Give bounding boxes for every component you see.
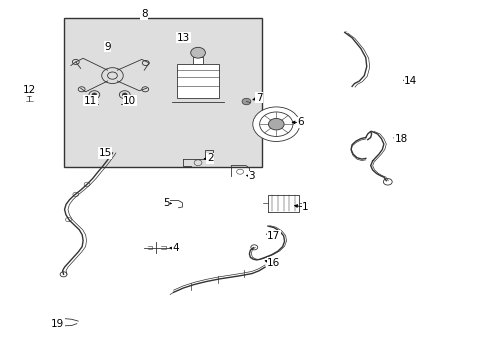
Text: 9: 9 xyxy=(104,42,111,52)
Text: 18: 18 xyxy=(393,134,407,144)
Text: 6: 6 xyxy=(297,117,304,127)
Text: 10: 10 xyxy=(123,96,136,106)
Text: 17: 17 xyxy=(266,231,280,241)
Circle shape xyxy=(122,93,127,96)
Circle shape xyxy=(252,107,299,141)
Text: 19: 19 xyxy=(51,319,64,329)
Text: 5: 5 xyxy=(163,198,169,208)
Text: 3: 3 xyxy=(248,171,255,181)
Text: 11: 11 xyxy=(83,96,97,106)
Text: 4: 4 xyxy=(172,243,179,253)
Circle shape xyxy=(92,93,97,96)
Text: 12: 12 xyxy=(22,85,36,95)
Text: 15: 15 xyxy=(98,148,112,158)
Text: 13: 13 xyxy=(176,33,190,43)
Bar xyxy=(63,18,261,167)
Circle shape xyxy=(242,98,250,105)
Bar xyxy=(177,64,219,98)
Text: 7: 7 xyxy=(255,93,262,103)
Text: 14: 14 xyxy=(403,76,417,86)
Text: 1: 1 xyxy=(302,202,308,212)
Text: 16: 16 xyxy=(266,258,280,268)
Text: 2: 2 xyxy=(206,153,213,163)
Text: 8: 8 xyxy=(141,9,147,19)
Bar xyxy=(192,57,203,64)
Circle shape xyxy=(190,48,205,58)
Circle shape xyxy=(259,112,292,136)
Circle shape xyxy=(268,118,284,130)
